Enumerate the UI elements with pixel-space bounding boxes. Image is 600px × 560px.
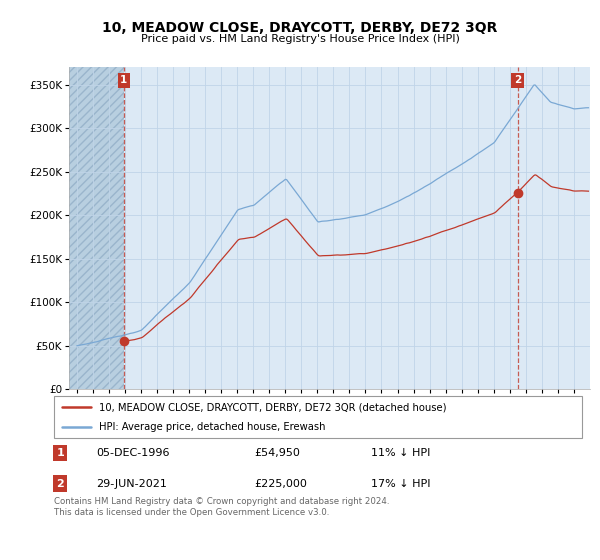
- FancyBboxPatch shape: [54, 396, 582, 438]
- Text: 2: 2: [56, 479, 64, 488]
- Text: £54,950: £54,950: [254, 448, 301, 458]
- Text: Price paid vs. HM Land Registry's House Price Index (HPI): Price paid vs. HM Land Registry's House …: [140, 34, 460, 44]
- Text: 17% ↓ HPI: 17% ↓ HPI: [371, 479, 430, 488]
- Text: Contains HM Land Registry data © Crown copyright and database right 2024.
This d: Contains HM Land Registry data © Crown c…: [54, 497, 389, 517]
- Text: 11% ↓ HPI: 11% ↓ HPI: [371, 448, 430, 458]
- Text: 05-DEC-1996: 05-DEC-1996: [96, 448, 170, 458]
- Text: 1: 1: [56, 448, 64, 458]
- Text: 2: 2: [514, 75, 521, 85]
- Text: 1: 1: [120, 75, 127, 85]
- Text: HPI: Average price, detached house, Erewash: HPI: Average price, detached house, Erew…: [99, 422, 325, 432]
- Text: 10, MEADOW CLOSE, DRAYCOTT, DERBY, DE72 3QR (detached house): 10, MEADOW CLOSE, DRAYCOTT, DERBY, DE72 …: [99, 402, 446, 412]
- Text: £225,000: £225,000: [254, 479, 308, 488]
- Text: 10, MEADOW CLOSE, DRAYCOTT, DERBY, DE72 3QR: 10, MEADOW CLOSE, DRAYCOTT, DERBY, DE72 …: [103, 21, 497, 35]
- Text: 29-JUN-2021: 29-JUN-2021: [96, 479, 167, 488]
